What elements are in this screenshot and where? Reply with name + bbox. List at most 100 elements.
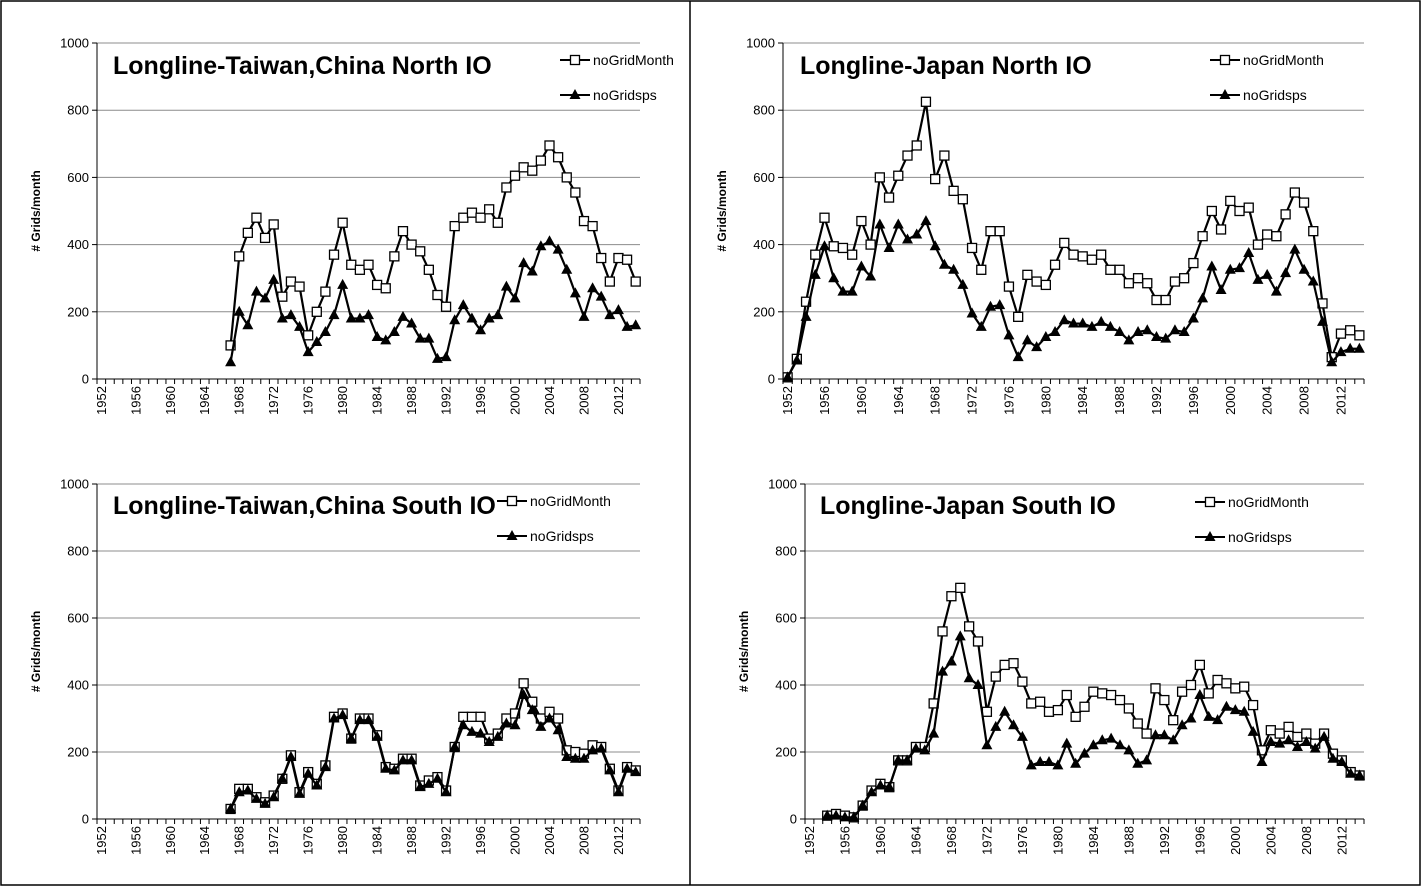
point — [483, 735, 495, 746]
point — [388, 764, 400, 775]
point — [311, 336, 323, 347]
point — [1178, 325, 1190, 336]
x-tick-label: 2008 — [1299, 826, 1314, 855]
point — [561, 172, 572, 183]
y-tick-label: 400 — [775, 678, 797, 693]
legend-label: noGridsps — [1228, 529, 1292, 545]
point — [1034, 756, 1046, 767]
point — [1132, 325, 1144, 336]
point — [449, 220, 460, 232]
point — [595, 742, 607, 753]
point — [578, 215, 590, 227]
point — [800, 296, 812, 307]
x-tick-label: 1972 — [979, 826, 994, 855]
point — [259, 292, 271, 303]
x-tick-label: 1984 — [1086, 826, 1101, 855]
point — [839, 811, 851, 822]
point — [1326, 356, 1338, 367]
x-tick-label: 2012 — [1333, 386, 1348, 415]
point — [1034, 696, 1046, 707]
point — [621, 320, 633, 331]
point — [1317, 315, 1328, 326]
point — [561, 751, 573, 762]
point — [1169, 276, 1181, 287]
point — [1079, 747, 1090, 758]
point — [1298, 263, 1310, 274]
point — [1123, 334, 1135, 345]
point — [1150, 683, 1161, 694]
point — [518, 257, 530, 268]
point — [389, 251, 400, 262]
x-tick-label: 1984 — [370, 826, 385, 855]
y-axis-label: # Grids/month — [29, 170, 43, 251]
point — [225, 340, 236, 351]
point — [948, 263, 960, 274]
point — [613, 252, 624, 264]
y-tick-label: 1000 — [746, 36, 775, 51]
point — [1142, 278, 1153, 289]
point — [242, 319, 254, 330]
point — [354, 312, 366, 323]
point — [440, 786, 452, 797]
point — [1104, 320, 1116, 331]
point — [285, 276, 297, 287]
point — [1158, 729, 1170, 740]
x-tick-label: 1952 — [94, 826, 109, 855]
point — [1354, 769, 1366, 780]
x-tick-label: 1980 — [1050, 826, 1065, 855]
point — [544, 712, 555, 723]
point — [1335, 328, 1347, 339]
point — [457, 299, 469, 310]
point — [328, 712, 340, 723]
point — [492, 217, 503, 228]
x-tick-label: 1976 — [301, 826, 316, 855]
point — [1345, 767, 1357, 778]
point — [234, 251, 245, 262]
point — [535, 240, 547, 251]
point — [1261, 268, 1273, 279]
point — [612, 786, 624, 797]
point — [1247, 725, 1259, 736]
point — [1327, 752, 1339, 763]
x-tick-label: 1956 — [817, 386, 832, 415]
point — [1292, 731, 1303, 743]
x-tick-label: 1964 — [197, 826, 212, 855]
x-tick-label: 1984 — [1075, 386, 1090, 415]
point — [526, 265, 538, 276]
point — [1243, 247, 1255, 257]
point — [397, 226, 409, 237]
x-tick-label: 1976 — [1015, 826, 1030, 855]
point — [1132, 757, 1144, 768]
point — [578, 310, 590, 321]
point — [1061, 737, 1073, 748]
x-tick-label: 1956 — [128, 386, 143, 415]
point — [837, 285, 849, 296]
point — [957, 194, 968, 205]
x-tick-label: 1960 — [873, 826, 888, 855]
x-tick-label: 1952 — [780, 386, 795, 415]
point — [1247, 699, 1259, 711]
point — [363, 309, 374, 320]
panel: 0 200 400 600 800 1000 1952 1956 1960 1964 1968 197… — [715, 36, 1365, 415]
point — [569, 752, 581, 763]
point — [501, 182, 512, 193]
point — [1031, 276, 1042, 287]
point — [1270, 285, 1282, 296]
point — [1197, 292, 1209, 303]
point — [1049, 259, 1061, 270]
legend-label: noGridsps — [593, 87, 657, 103]
point — [1003, 329, 1015, 340]
point — [294, 787, 306, 798]
point — [406, 754, 418, 765]
point — [1105, 689, 1117, 701]
point — [782, 371, 794, 382]
point — [423, 332, 435, 343]
point — [233, 305, 245, 316]
point — [939, 150, 950, 161]
point — [388, 325, 400, 336]
point — [1052, 704, 1064, 716]
point — [828, 241, 839, 252]
